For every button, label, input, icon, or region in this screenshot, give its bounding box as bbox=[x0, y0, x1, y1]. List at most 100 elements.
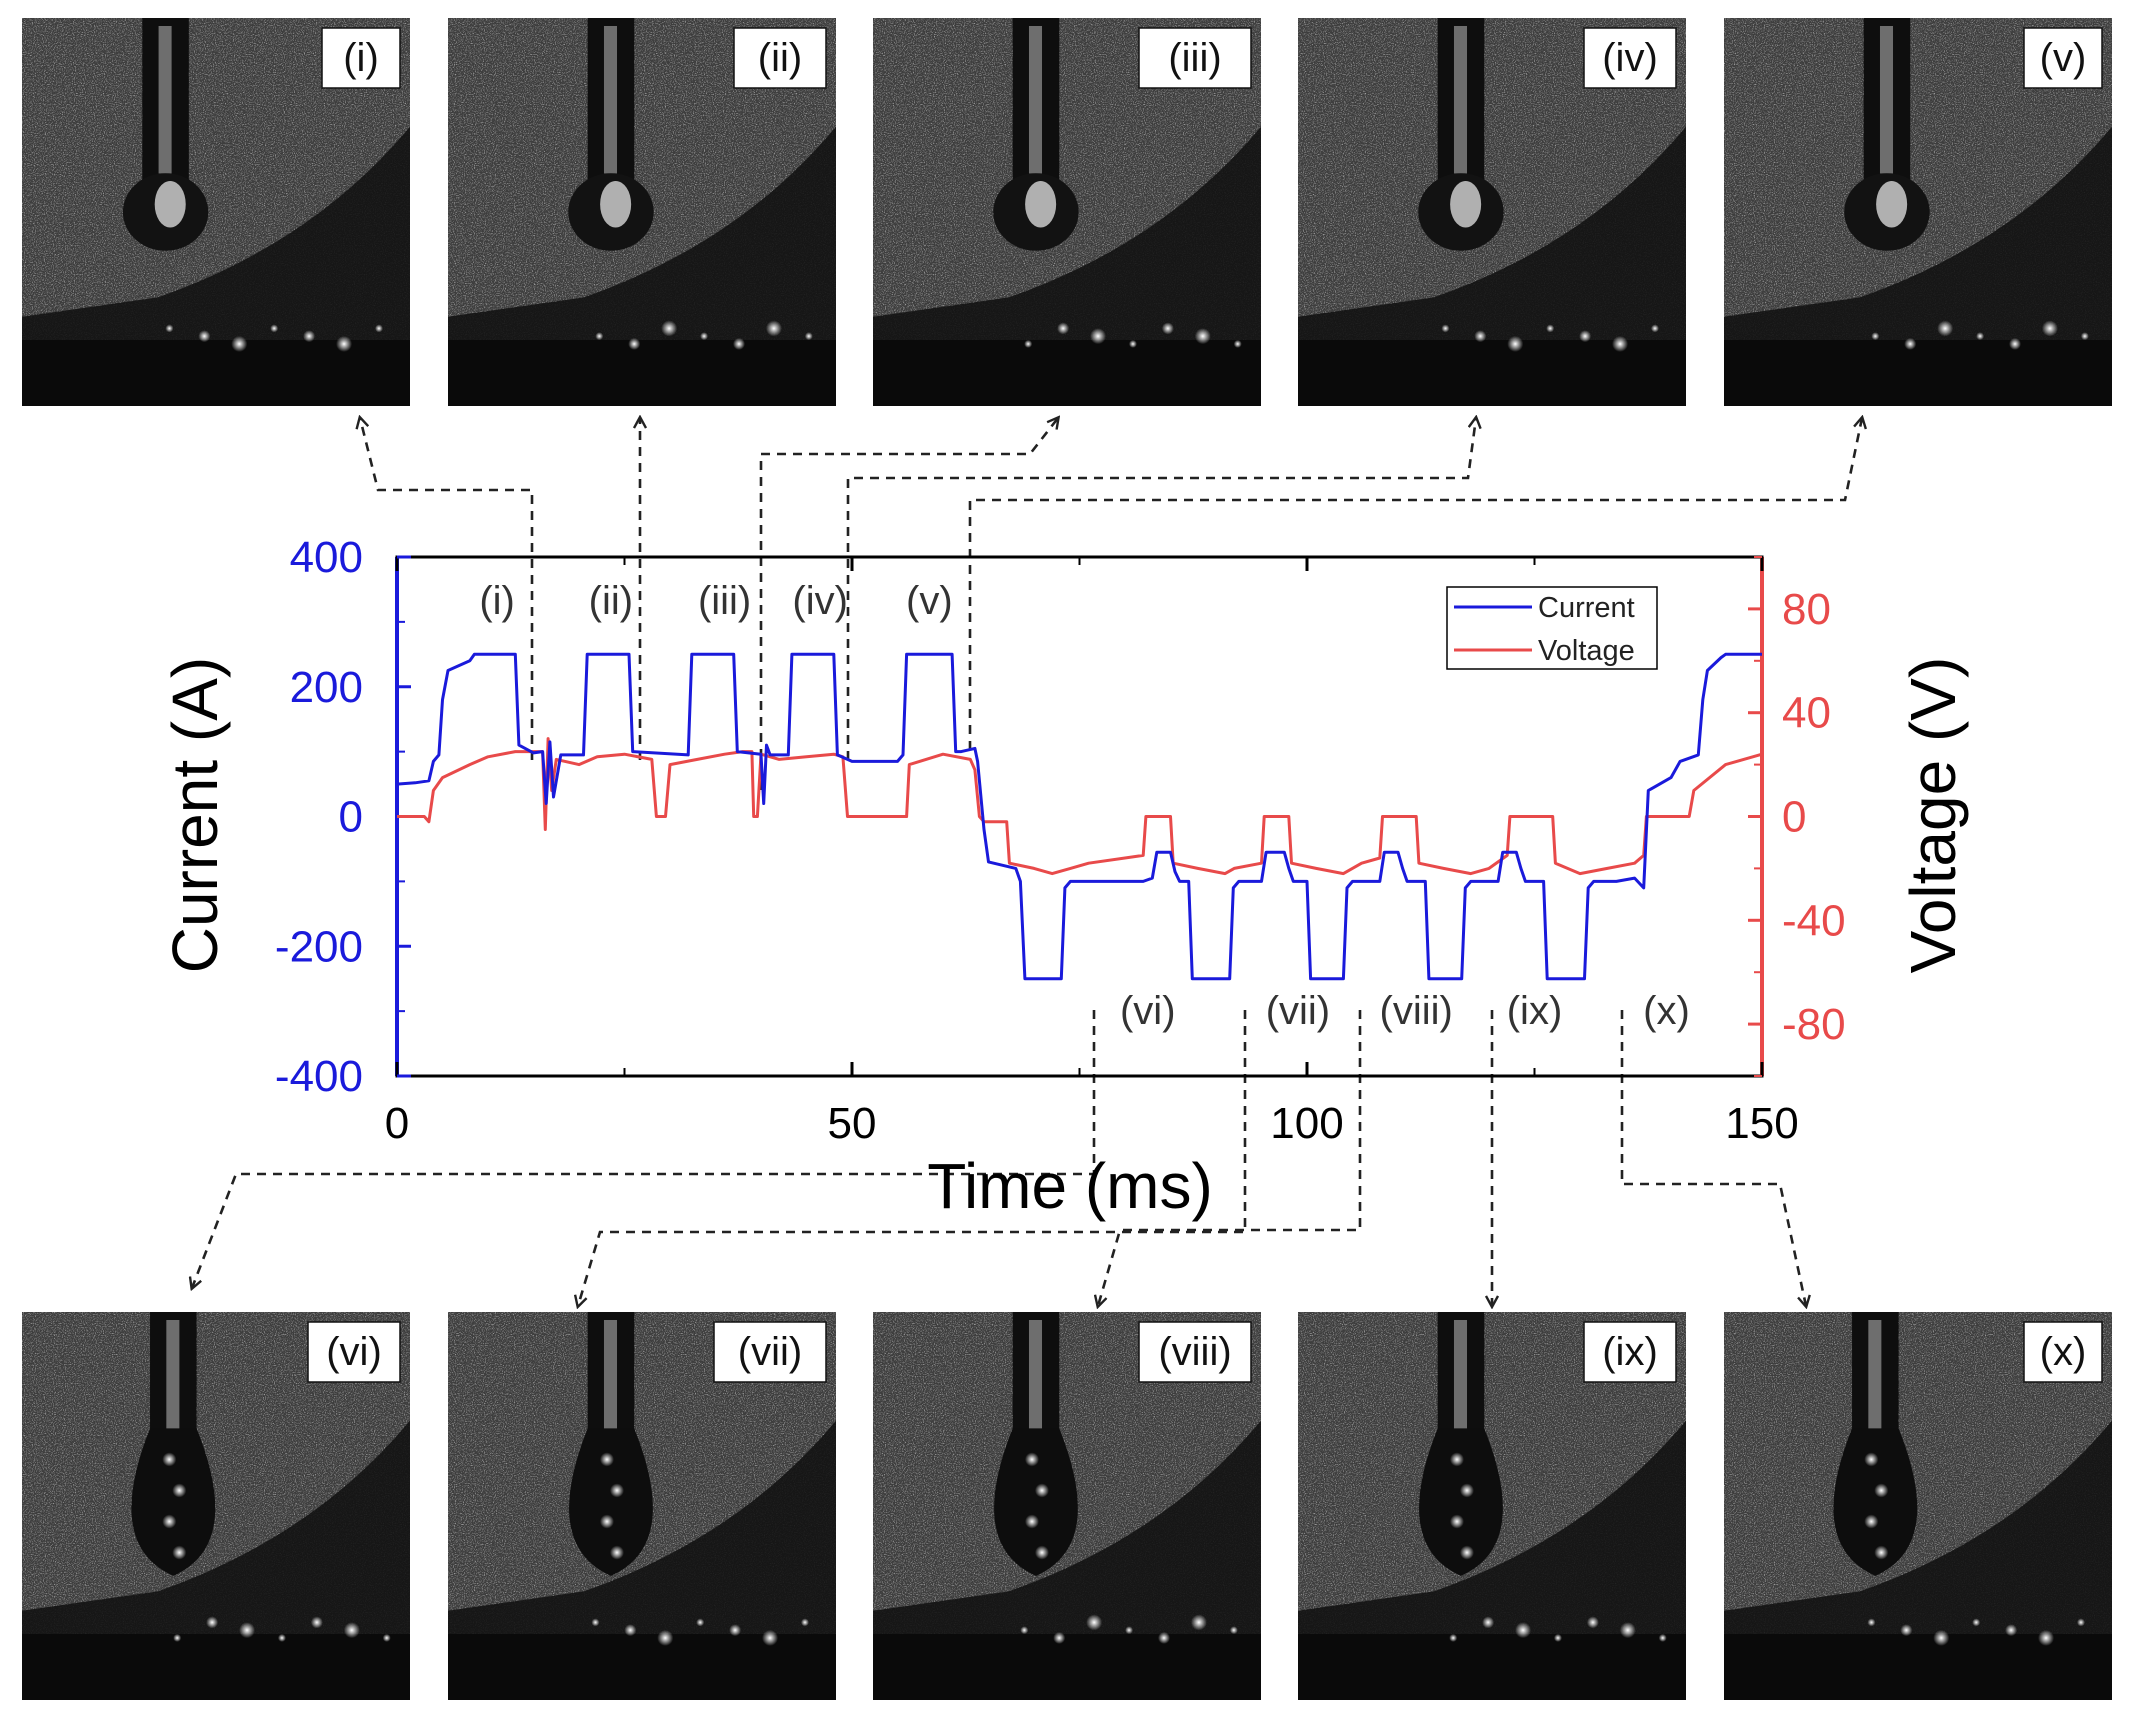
frame-droplet-glint bbox=[1459, 1545, 1474, 1560]
frame-spatter bbox=[1586, 1616, 1599, 1629]
frame-droplet-glint bbox=[1876, 180, 1908, 228]
frame-label-box bbox=[1138, 27, 1252, 89]
annotation-label: (vi) bbox=[1120, 989, 1176, 1033]
frame-base bbox=[1724, 340, 2112, 406]
frame-label: (x) bbox=[2040, 1330, 2087, 1374]
frame-spatter bbox=[1233, 339, 1242, 348]
frame-droplet-glint bbox=[1874, 1545, 1889, 1560]
legend-current-label: Current bbox=[1538, 592, 1635, 624]
frame-droplet-glint bbox=[1874, 1483, 1889, 1498]
frame-droplet-glint bbox=[1864, 1514, 1879, 1529]
frame-spatter bbox=[1904, 337, 1917, 350]
frame-spatter bbox=[2005, 1624, 2018, 1637]
frame-label: (iii) bbox=[1168, 36, 1221, 80]
frame-droplet bbox=[131, 1428, 216, 1576]
frame-label-box bbox=[307, 1321, 401, 1383]
frame-droplet-glint bbox=[599, 1514, 614, 1529]
y-right-tick-label: 0 bbox=[1782, 793, 1806, 842]
connector-arrow bbox=[578, 1010, 1247, 1306]
frame-spatter bbox=[804, 332, 813, 341]
frame-electrode-highlight bbox=[1879, 26, 1894, 174]
frame-spatter bbox=[729, 1624, 742, 1637]
frame-droplet-glint bbox=[1034, 1483, 1049, 1498]
frame-spatter bbox=[1515, 1622, 1532, 1639]
frame-spatter bbox=[1128, 339, 1137, 348]
frame-spatter bbox=[1546, 324, 1555, 333]
frame-label-box bbox=[321, 27, 401, 89]
frame-spatter bbox=[2038, 1629, 2055, 1646]
frame-label-box bbox=[733, 27, 827, 89]
frame-base bbox=[873, 1634, 1261, 1700]
legend-voltage-label: Voltage bbox=[1538, 635, 1635, 667]
frame-spatter bbox=[1972, 1618, 1981, 1627]
y-left-tick-label: 200 bbox=[290, 663, 363, 712]
frame-droplet bbox=[1833, 1428, 1918, 1576]
frame-spatter bbox=[1900, 1624, 1913, 1637]
frame-base bbox=[22, 340, 410, 406]
frame-droplet-glint bbox=[599, 1452, 614, 1467]
frame-droplet-glint bbox=[609, 1483, 624, 1498]
frame-spatter bbox=[1871, 332, 1880, 341]
frame-droplet-glint bbox=[1449, 1514, 1464, 1529]
frame-spatter bbox=[624, 1624, 637, 1637]
frame-workpiece bbox=[448, 126, 836, 406]
frame-spatter bbox=[2041, 320, 2058, 337]
frame-photo: (iv) bbox=[1298, 18, 1686, 406]
frame-droplet-glint bbox=[1024, 1514, 1039, 1529]
y-axis-right-label: Voltage (V) bbox=[1897, 657, 1969, 974]
frame-photo: (vi) bbox=[22, 1312, 410, 1700]
frame-photo: (viii) bbox=[873, 1312, 1261, 1700]
frame-spatter bbox=[657, 1629, 674, 1646]
frame-droplet-glint bbox=[1864, 1452, 1879, 1467]
y-right-tick-label: -80 bbox=[1782, 1000, 1846, 1049]
frame-spatter bbox=[1507, 335, 1524, 352]
frame-spatter bbox=[1441, 324, 1450, 333]
frame-droplet-glint bbox=[1459, 1483, 1474, 1498]
frame-spatter bbox=[336, 335, 353, 352]
x-tick-label: 50 bbox=[828, 1099, 877, 1148]
frame-spatter bbox=[628, 337, 641, 350]
frame-droplet bbox=[994, 1428, 1078, 1576]
frame-droplet-glint bbox=[600, 180, 632, 228]
frame-photo: (v) bbox=[1724, 18, 2112, 406]
frame-droplet-glint bbox=[1024, 1452, 1039, 1467]
connector-arrow bbox=[1620, 1010, 1806, 1306]
frame-electrode-highlight bbox=[158, 26, 172, 174]
frame-label: (vi) bbox=[326, 1330, 382, 1374]
frame-droplet-glint bbox=[1450, 180, 1482, 228]
frame-photo: (ix) bbox=[1298, 1312, 1686, 1700]
frame-label: (i) bbox=[343, 36, 379, 80]
frame-workpiece bbox=[873, 126, 1261, 406]
frame-spatter bbox=[2076, 1618, 2085, 1627]
annotation-label: (iv) bbox=[792, 579, 848, 623]
y-left-tick-label: 400 bbox=[290, 533, 363, 582]
frame-label: (vii) bbox=[738, 1330, 802, 1374]
frame-spatter bbox=[1650, 324, 1659, 333]
frame-spatter bbox=[310, 1616, 323, 1629]
frames-bottom: (vi) (vii) (viii) (ix) (x) bbox=[22, 1312, 2112, 1700]
frame-spatter bbox=[696, 1618, 705, 1627]
frame-spatter bbox=[1229, 1626, 1238, 1635]
frame-droplet bbox=[1419, 1428, 1503, 1576]
frame-spatter bbox=[382, 1633, 391, 1642]
frame-spatter bbox=[1482, 1616, 1495, 1629]
y-left-tick-label: -200 bbox=[275, 922, 363, 971]
frames-top: (i) (ii) (iii) (iv) (v) bbox=[22, 18, 2112, 406]
frame-spatter bbox=[374, 324, 383, 333]
legend: Current Voltage bbox=[1446, 586, 1658, 670]
frame-base bbox=[22, 1634, 410, 1700]
y-left-tick-label: 0 bbox=[339, 793, 363, 842]
frame-base bbox=[1298, 340, 1686, 406]
frame-spatter bbox=[231, 335, 248, 352]
frame-droplet-glint bbox=[172, 1483, 187, 1498]
annotation-label: (vii) bbox=[1266, 989, 1330, 1033]
frame-spatter bbox=[1057, 322, 1070, 335]
frame-electrode-highlight bbox=[603, 26, 618, 174]
chart-annotations: (i) (ii) (iii) (iv) (v) (vi) (vii) (viii) (ix) (x… bbox=[479, 579, 1689, 1033]
frame-label-box bbox=[2023, 27, 2103, 89]
frame-spatter bbox=[270, 324, 279, 333]
frame-spatter bbox=[1194, 328, 1211, 345]
frame-spatter bbox=[765, 320, 782, 337]
frame-droplet-glint bbox=[162, 1514, 177, 1529]
frame-spatter bbox=[1619, 1622, 1636, 1639]
